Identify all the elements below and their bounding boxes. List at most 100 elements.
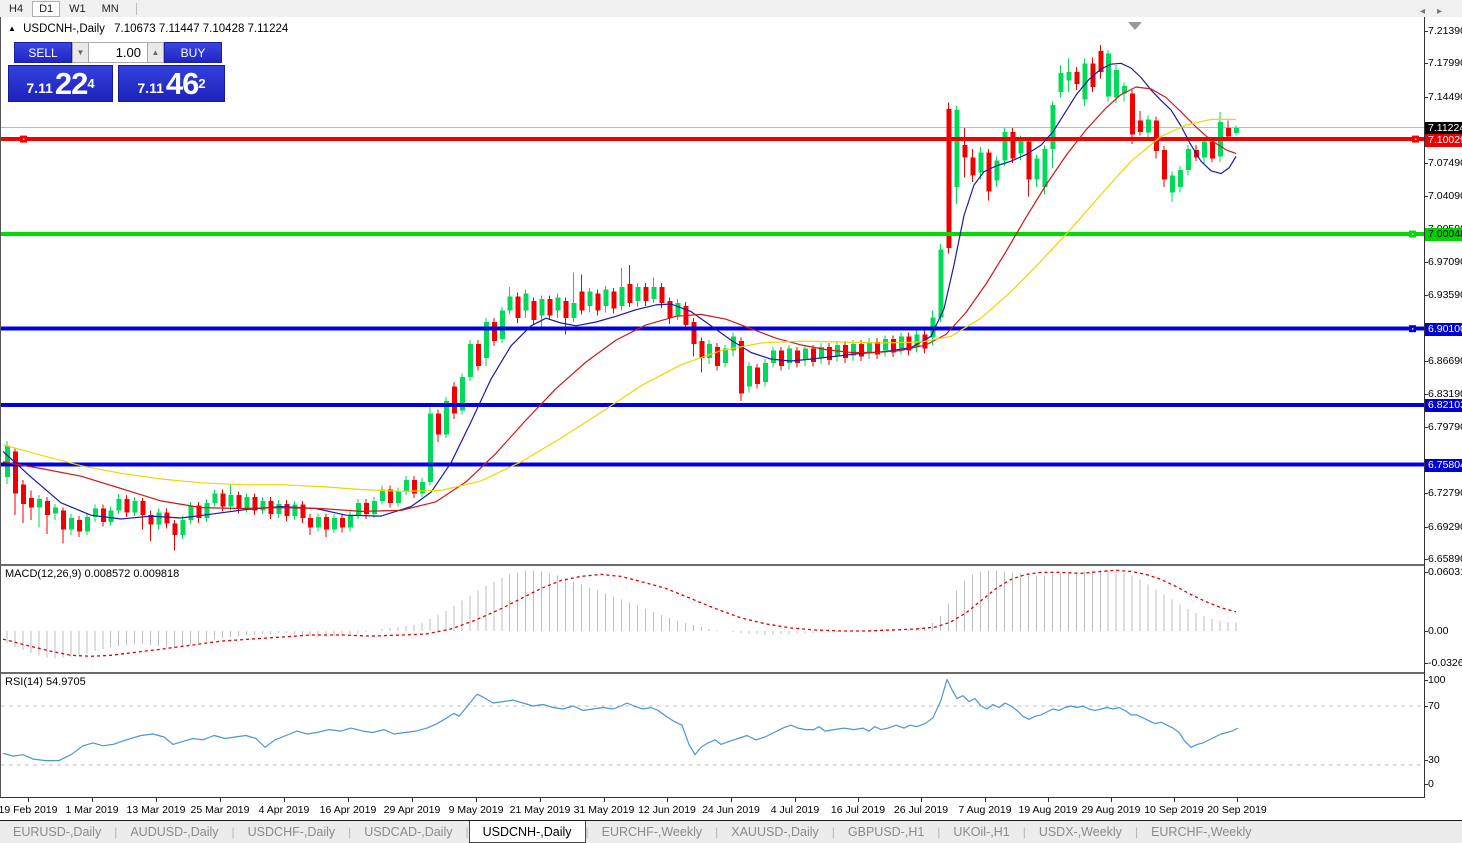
ohlc-values: 7.10673 7.11447 7.10428 7.11224	[114, 23, 289, 35]
date-tick-mark	[1111, 798, 1112, 802]
date-tick-mark	[795, 798, 796, 802]
rsi-panel[interactable]: RSI(14) 54.9705	[0, 674, 1424, 798]
rsi-tick-label: 70	[1428, 700, 1440, 712]
line-handle-dot	[1412, 328, 1414, 330]
timeframe-button-w1[interactable]: W1	[69, 2, 86, 15]
axis-tick-mark	[1425, 663, 1428, 664]
macd-plot[interactable]	[1, 566, 1425, 674]
date-label: 26 Jul 2019	[893, 804, 949, 816]
macd-tick-label: 0.00	[1428, 625, 1449, 637]
candlestick-chart[interactable]	[1, 17, 1424, 566]
price-tick-label: 7.14490	[1428, 91, 1462, 103]
axis-tick-mark	[1425, 427, 1428, 428]
macd-tick-label: 0.060317	[1428, 566, 1462, 578]
chart-tab-eurusd[interactable]: EURUSD-,Daily	[13, 825, 102, 839]
date-tick-mark	[731, 798, 732, 802]
price-tick-label: 6.86690	[1428, 355, 1462, 367]
horizontal-level-line[interactable]	[1, 326, 1424, 331]
chart-tab-eurchf[interactable]: EURCHF-,Weekly	[601, 825, 703, 839]
price-badge: 6.75804	[1425, 458, 1462, 472]
chart-shift-marker-icon[interactable]	[1128, 22, 1142, 30]
price-tick-label: 6.97090	[1428, 256, 1462, 268]
price-badge: 6.90100	[1425, 322, 1462, 336]
date-label: 10 Sep 2019	[1144, 804, 1204, 816]
chart-tab-ukoil[interactable]: UKOil-,H1	[953, 825, 1010, 839]
buy-price-handle: 7.11	[137, 80, 164, 96]
date-label: 19 Aug 2019	[1018, 804, 1078, 816]
symbol-nav-triangle-icon[interactable]: ▲	[8, 24, 16, 33]
ma-slow-yellow	[2, 118, 1236, 492]
line-handle-dot	[1415, 138, 1417, 140]
line-handle-dot	[1412, 233, 1414, 235]
tab-scroll-arrows[interactable]: ◂▸	[1420, 6, 1454, 17]
date-tick-mark	[156, 798, 157, 802]
date-tick-mark	[220, 798, 221, 802]
volume-input[interactable]	[89, 42, 147, 63]
axis-tick-mark	[1425, 680, 1428, 681]
volume-increase-button[interactable]: ▲	[147, 42, 164, 63]
price-axis[interactable]: 7.213907.179907.144907.074907.040907.005…	[1424, 17, 1462, 798]
horizontal-level-line[interactable]	[1, 462, 1424, 467]
macd-tick-label: -0.032648	[1428, 657, 1462, 669]
chart-tab-xauusd[interactable]: XAUUSD-,Daily	[731, 825, 819, 839]
macd-signal-line	[2, 569, 1237, 657]
symbol-tab-bar: EURUSD-,Daily | AUDUSD-,Daily | USDCHF-,Dail…	[0, 820, 1462, 843]
date-label: 4 Apr 2019	[258, 804, 310, 816]
date-tick-mark	[1174, 798, 1175, 802]
chart-tab-gbpusd[interactable]: GBPUSD-,H1	[847, 825, 925, 839]
buy-price-pip: 2	[198, 76, 206, 91]
date-label: 9 May 2019	[448, 804, 504, 816]
axis-tick-mark	[1425, 262, 1428, 263]
date-label: 20 Sep 2019	[1207, 804, 1267, 816]
sell-price-display[interactable]: 7.11 22 4	[8, 65, 113, 102]
chart-tab-usdchf[interactable]: USDCHF-,Daily	[247, 825, 336, 839]
date-tick-mark	[540, 798, 541, 802]
tab-divider: |	[465, 825, 469, 839]
rsi-label: RSI(14) 54.9705	[5, 676, 86, 688]
macd-panel[interactable]: MACD(12,26,9) 0.008572 0.009818	[0, 566, 1424, 674]
chart-tab-eurchf[interactable]: EURCHF-,Weekly	[1151, 825, 1252, 839]
chart-tab-usdx[interactable]: USDX-,Weekly	[1038, 825, 1122, 839]
sell-button[interactable]: SELL	[14, 42, 72, 63]
date-label: 21 May 2019	[509, 804, 571, 816]
buy-price-display[interactable]: 7.11 46 2	[118, 65, 225, 102]
rsi-plot[interactable]	[1, 674, 1425, 798]
chart-tab-audusd[interactable]: AUDUSD-,Daily	[130, 825, 219, 839]
date-tick-mark	[604, 798, 605, 802]
axis-tick-mark	[1425, 760, 1428, 761]
axis-tick-mark	[1425, 572, 1428, 573]
timeframe-button-mn[interactable]: MN	[101, 2, 119, 15]
tab-scroll-right-icon: ▸	[1436, 6, 1454, 17]
date-tick-mark	[92, 798, 93, 802]
timeframe-button-h4[interactable]: H4	[9, 2, 24, 15]
date-label: 13 Mar 2019	[126, 804, 186, 816]
volume-decrease-button[interactable]: ▼	[72, 42, 89, 63]
price-tick-label: 6.69290	[1428, 521, 1462, 533]
axis-tick-mark	[1425, 527, 1428, 528]
tab-divider: |	[1022, 825, 1026, 839]
horizontal-level-line[interactable]	[1, 232, 1424, 237]
symbol-period-label: USDCNH-,Daily	[23, 23, 105, 35]
rsi-tick-label: 100	[1428, 674, 1446, 686]
timeframe-button-d1[interactable]: D1	[32, 0, 61, 17]
date-axis[interactable]: 19 Feb 2019 1 Mar 2019 13 Mar 2019 25 Mar 2…	[0, 798, 1462, 820]
horizontal-level-line[interactable]	[1, 402, 1424, 407]
price-tick-label: 6.72790	[1428, 487, 1462, 499]
date-label: 29 Aug 2019	[1081, 804, 1141, 816]
price-tick-label: 7.21390	[1428, 25, 1462, 37]
horizontal-level-line[interactable]	[1, 137, 1424, 142]
chart-tab-usdcnh[interactable]: USDCNH-,Daily	[468, 821, 586, 843]
tab-divider: |	[231, 825, 235, 839]
chart-tab-usdcad[interactable]: USDCAD-,Daily	[364, 825, 453, 839]
tab-divider: |	[585, 825, 589, 839]
date-label: 24 Jun 2019	[702, 804, 760, 816]
date-tick-mark	[476, 798, 477, 802]
price-chart-panel[interactable]	[0, 17, 1424, 566]
date-tick-mark	[284, 798, 285, 802]
ma-fast-blue	[2, 62, 1237, 520]
buy-button[interactable]: BUY	[164, 42, 222, 63]
tab-divider: |	[348, 825, 352, 839]
price-tick-label: 7.07490	[1428, 157, 1462, 169]
axis-tick-mark	[1425, 631, 1428, 632]
